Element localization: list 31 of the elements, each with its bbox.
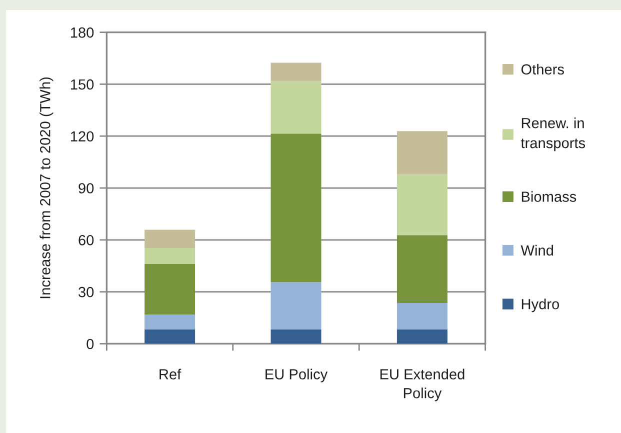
- bar: [396, 303, 448, 330]
- y-tick-label: 90: [78, 183, 94, 194]
- y-tick-label: 150: [70, 79, 94, 90]
- bar: [396, 174, 448, 236]
- y-tick-label: 30: [78, 286, 94, 298]
- bar: [270, 81, 322, 134]
- bar: [144, 264, 196, 315]
- legend-label: Others: [521, 64, 564, 75]
- legend-label: Renew. in transports: [520, 118, 586, 152]
- x-tick-label: EU Extended Policy: [380, 368, 464, 402]
- x-tick-label: Ref: [160, 368, 182, 380]
- legend-label: Hydro: [522, 298, 560, 312]
- bar: [396, 131, 448, 174]
- y-axis-title: Increase from 2007 to 2020 (TWh): [40, 77, 54, 298]
- bar: [144, 230, 196, 248]
- y-tick-label: 60: [78, 235, 94, 246]
- legend-label: Biomass: [522, 191, 576, 202]
- bar: [270, 62, 322, 82]
- bar: [144, 314, 196, 330]
- bar: [270, 282, 322, 330]
- x-tick-label: EU Policy: [266, 368, 328, 382]
- bar: [270, 329, 322, 344]
- bar: [144, 329, 196, 344]
- y-tick-label: 120: [70, 131, 94, 142]
- y-tick-label: 0: [86, 338, 94, 350]
- bar: [396, 235, 448, 304]
- bar: [270, 134, 322, 282]
- bar: [144, 248, 196, 264]
- bar: [396, 329, 448, 344]
- y-tick-label: 180: [70, 27, 94, 38]
- legend-label: Wind: [520, 244, 554, 256]
